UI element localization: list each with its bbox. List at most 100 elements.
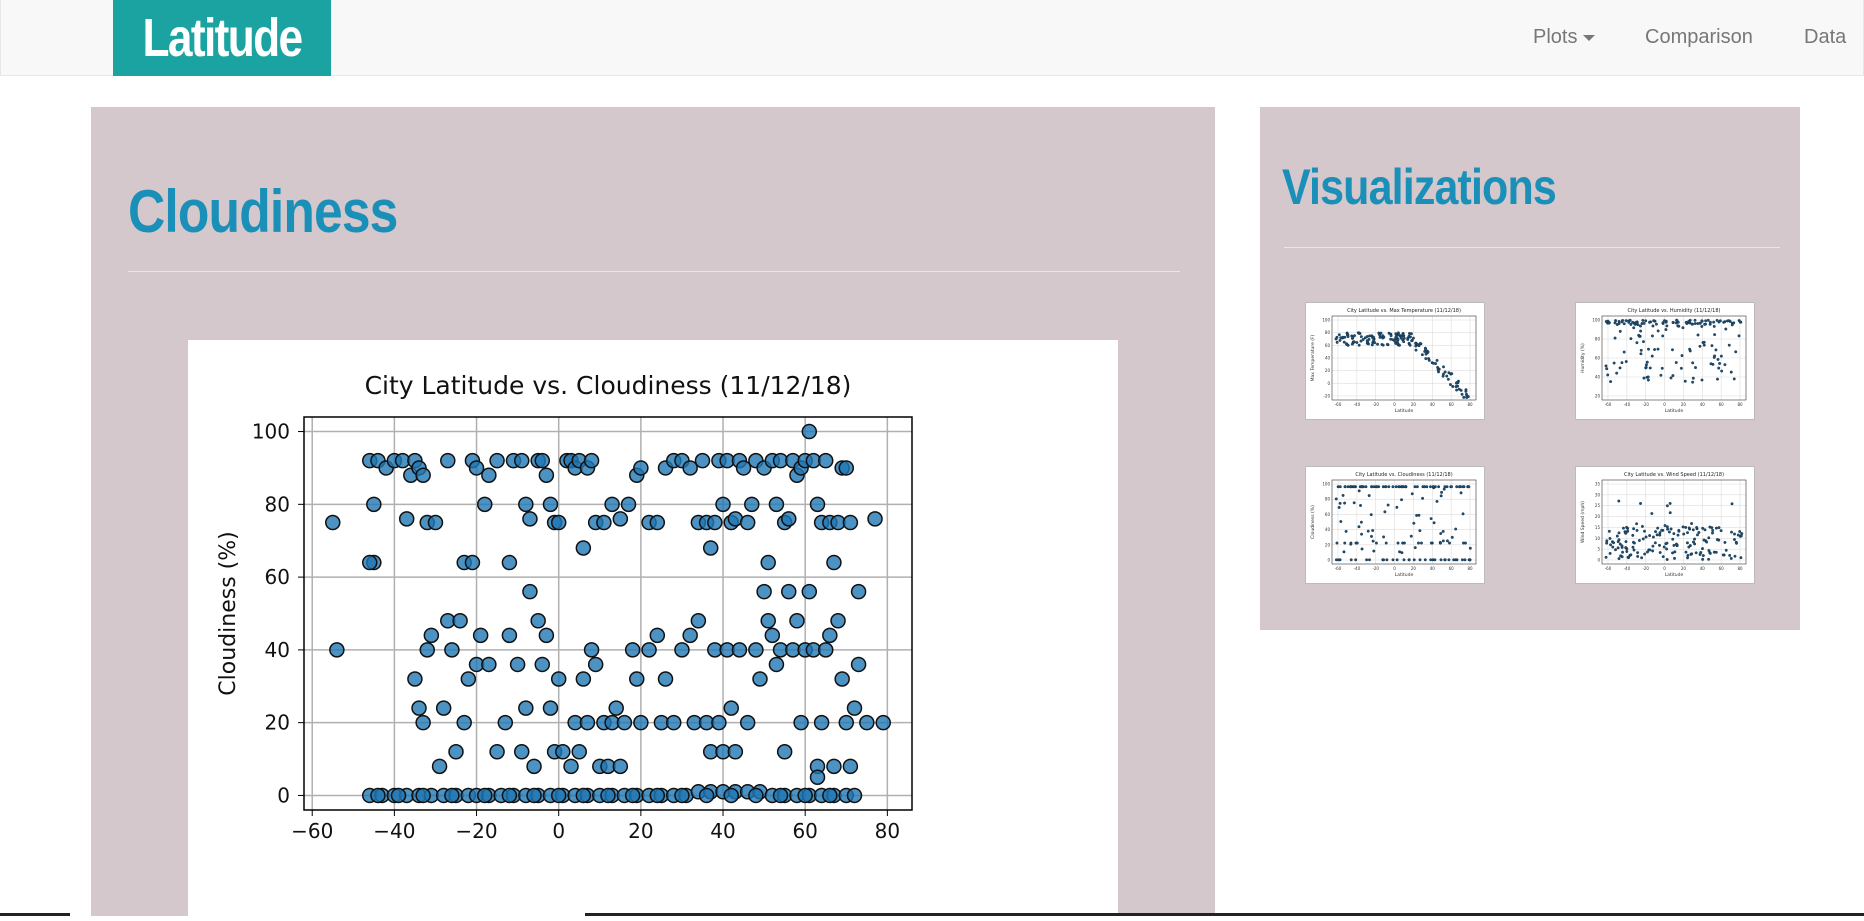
thumbnail-point — [1359, 339, 1363, 343]
thumbnail-point — [1435, 499, 1439, 503]
data-point — [735, 460, 752, 476]
thumbnail-point — [1402, 336, 1406, 340]
data-point — [633, 714, 649, 731]
thumbnail-point — [1646, 375, 1650, 379]
thumbnail-point — [1631, 533, 1635, 537]
thumbnail-cloudiness[interactable]: City Latitude vs. Cloudiness (11/12/18) -… — [1305, 466, 1485, 584]
thumbnail-point — [1370, 534, 1373, 538]
thumbnail-point — [1656, 347, 1660, 351]
thumbnail-point — [1705, 540, 1709, 544]
thumbnail-point — [1632, 548, 1636, 552]
data-point — [390, 787, 407, 804]
thumbnail-point — [1695, 526, 1699, 529]
data-point — [411, 700, 427, 716]
thumbnail-humidity[interactable]: City Latitude vs. Humidity (11/12/18) -60… — [1575, 302, 1755, 420]
data-point — [444, 787, 460, 804]
thumbnail-point — [1349, 485, 1353, 489]
thumbnail-point — [1445, 374, 1449, 378]
thumbnail-point — [1426, 350, 1430, 354]
data-point — [501, 627, 518, 644]
data-point — [612, 511, 629, 527]
data-point — [477, 496, 493, 513]
thumbnail-point — [1664, 328, 1668, 332]
thumbnail-point — [1677, 529, 1681, 533]
thumbnail-point — [1617, 319, 1621, 323]
thumbnail-point — [1455, 388, 1459, 392]
thumbnail-point — [1617, 531, 1621, 535]
thumbnail-point — [1693, 537, 1697, 541]
thumbnail-point — [1394, 332, 1398, 336]
thumbnail-point — [1417, 513, 1421, 517]
data-point — [846, 787, 863, 804]
thumbnail-point — [1642, 340, 1645, 344]
thumbnail-point — [1644, 535, 1648, 539]
thumbnail-point — [1622, 322, 1626, 326]
thumbnail-point — [1359, 504, 1362, 507]
thumbnail-point — [1617, 499, 1621, 503]
thumbnail-point — [1690, 322, 1694, 326]
x-tick-label: 60 — [792, 819, 817, 843]
thumbnail-point — [1382, 558, 1386, 562]
thumbnail-point — [1645, 550, 1649, 554]
thumbnail-point — [1394, 336, 1398, 340]
thumbnail-point — [1651, 324, 1655, 328]
thumbnail-point — [1665, 558, 1669, 561]
thumbnail-point — [1629, 553, 1633, 557]
thumbnail-point — [1468, 558, 1472, 562]
data-point — [674, 787, 690, 804]
thumbnail-temperature[interactable]: City Latitude vs. Max Temperature (11/12… — [1305, 302, 1485, 420]
nav-data-link[interactable]: Data — [1804, 22, 1846, 52]
data-point — [522, 583, 538, 600]
thumbnail-point — [1385, 558, 1389, 562]
thumbnail-y-tick-label: 40 — [1595, 375, 1601, 380]
thumbnail-point — [1629, 337, 1633, 341]
thumbnail-point — [1414, 344, 1418, 348]
data-point — [518, 700, 534, 716]
thumbnail-wind-speed[interactable]: City Latitude vs. Wind Speed (11/12/18) -… — [1575, 466, 1755, 584]
thumbnail-point — [1673, 550, 1677, 554]
thumbnail-point — [1730, 530, 1733, 534]
thumbnail-point — [1691, 380, 1695, 384]
thumbnail-point — [1441, 539, 1445, 543]
thumbnail-point — [1663, 319, 1666, 323]
thumbnail-point — [1618, 366, 1622, 370]
thumbnail-point — [1418, 341, 1422, 345]
data-point — [641, 642, 657, 658]
data-point — [616, 714, 633, 731]
thumbnail-x-tick-label: -40 — [1624, 566, 1631, 571]
thumbnail-point — [1368, 334, 1372, 338]
thumbnail-point — [1435, 358, 1439, 362]
thumbnail-point — [1618, 329, 1622, 333]
thumbnail-point — [1447, 371, 1451, 375]
thumbnail-point — [1628, 318, 1632, 322]
thumbnail-point — [1708, 551, 1712, 555]
data-point — [776, 744, 793, 760]
data-point — [579, 714, 596, 731]
data-point — [797, 787, 813, 804]
thumbnail-point — [1718, 362, 1722, 365]
thumbnail-point — [1429, 485, 1432, 489]
thumbnail-point — [1338, 338, 1342, 342]
data-point — [419, 642, 435, 658]
thumbnail-x-tick-label: 0 — [1393, 402, 1396, 407]
data-point — [538, 467, 555, 483]
thumbnail-point — [1711, 531, 1714, 535]
data-point — [867, 511, 883, 527]
brand-logo[interactable]: Latitude — [113, 0, 331, 76]
thumbnail-point — [1662, 545, 1666, 549]
thumbnail-point — [1342, 550, 1346, 554]
thumbnail-point — [1401, 485, 1404, 489]
thumbnail-point — [1627, 320, 1631, 324]
thumbnail-y-tick-label: 60 — [1595, 356, 1601, 361]
thumbnail-point — [1727, 319, 1731, 323]
nav-plots-dropdown[interactable]: Plots — [1533, 22, 1596, 52]
nav-comparison-link[interactable]: Comparison — [1645, 22, 1753, 52]
thumbnail-point — [1355, 541, 1359, 545]
data-point — [657, 671, 674, 687]
chart-grid — [304, 417, 912, 810]
thumbnail-point — [1644, 319, 1648, 323]
thumbnail-point — [1739, 556, 1743, 560]
thumbnail-x-label: Latitude — [1665, 408, 1684, 414]
data-point — [596, 514, 612, 531]
thumbnail-point — [1337, 506, 1341, 509]
